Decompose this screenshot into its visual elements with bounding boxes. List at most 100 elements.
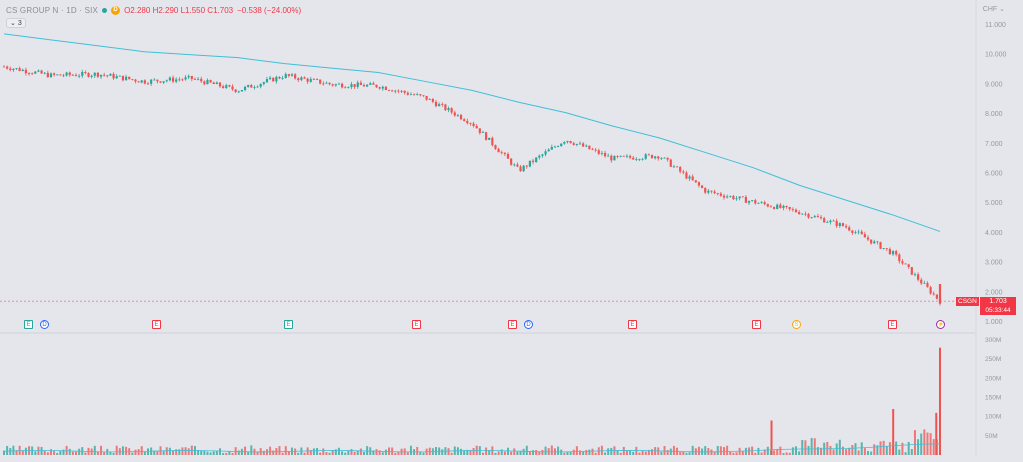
candle-body xyxy=(694,180,697,183)
event-split-icon[interactable]: S xyxy=(792,320,801,329)
candle-body xyxy=(369,83,372,85)
candle-body xyxy=(782,205,785,208)
event-earnings-icon[interactable]: E xyxy=(24,320,33,329)
volume-bar xyxy=(691,445,694,455)
candle-body xyxy=(772,207,776,209)
candle-body xyxy=(766,204,769,207)
candle-body xyxy=(707,190,710,193)
high-value: H2.290 xyxy=(152,6,179,15)
candle-body xyxy=(124,76,128,81)
candle-body xyxy=(359,82,362,85)
candle-body xyxy=(74,75,78,77)
candle-body xyxy=(873,241,876,244)
volume-bar xyxy=(651,449,653,455)
candle-body xyxy=(112,73,115,79)
volume-bar xyxy=(726,445,729,455)
event-earnings-icon[interactable]: E xyxy=(152,320,161,329)
price-tick-label: 3.000 xyxy=(985,260,1003,267)
volume-bar xyxy=(212,451,215,455)
volume-bar xyxy=(9,448,12,455)
event-earnings-icon[interactable]: E xyxy=(888,320,897,329)
candle-body xyxy=(453,112,456,116)
candle-body xyxy=(150,79,153,84)
candle-body xyxy=(904,263,907,265)
volume-bar xyxy=(269,446,272,455)
candle-body xyxy=(209,79,212,83)
candle-body xyxy=(669,159,672,167)
candle-body xyxy=(431,99,434,102)
volume-bar xyxy=(172,450,175,455)
candle-body xyxy=(350,84,353,88)
candle-body xyxy=(222,86,225,88)
candle-body xyxy=(910,267,913,275)
candle-body xyxy=(607,155,610,157)
candle-body xyxy=(622,155,625,157)
event-news-icon[interactable]: ⚡ xyxy=(936,320,945,329)
candle-body xyxy=(193,78,197,80)
volume-bar xyxy=(322,448,325,455)
volume-bar xyxy=(68,448,71,455)
candle-body xyxy=(315,79,319,80)
candle-body xyxy=(62,75,65,77)
candle-body xyxy=(52,73,56,75)
candle-body xyxy=(585,145,588,147)
volume-bar xyxy=(225,452,228,455)
candle-body xyxy=(278,76,281,79)
candle-body xyxy=(779,204,782,208)
symbol-title[interactable]: CS GROUP N · 1D · SIX xyxy=(6,6,99,15)
event-earnings-icon[interactable]: E xyxy=(412,320,421,329)
candle-body xyxy=(71,74,74,76)
candle-body xyxy=(156,79,159,82)
price-tick-label: 1.000 xyxy=(985,319,1003,326)
candle-body xyxy=(184,77,187,80)
candle-body xyxy=(494,145,497,149)
event-dividend-icon[interactable]: D xyxy=(524,320,533,329)
candle-body xyxy=(757,203,760,204)
event-dividend-icon[interactable]: D xyxy=(40,320,49,329)
candle-body xyxy=(140,80,143,83)
volume-bar xyxy=(350,449,353,455)
volume-bar xyxy=(447,448,450,455)
volume-bar xyxy=(219,448,221,455)
candle-body xyxy=(281,78,284,79)
indicators-toggle-button[interactable]: ⌄ 3 xyxy=(6,18,26,28)
volume-tick-label: 100M xyxy=(985,414,1001,421)
candle-body xyxy=(541,154,544,156)
candle-body xyxy=(851,230,854,233)
volume-bar xyxy=(669,448,672,455)
volume-bar xyxy=(857,450,860,455)
candle-body xyxy=(231,86,234,90)
event-earnings-icon[interactable]: E xyxy=(752,320,761,329)
candle-body xyxy=(225,85,228,88)
candle-body xyxy=(268,77,272,80)
candle-body xyxy=(528,160,532,167)
candle-body xyxy=(447,108,450,111)
price-tick-label: 10.000 xyxy=(985,52,1007,59)
event-earnings-icon[interactable]: E xyxy=(628,320,637,329)
volume-bar xyxy=(303,452,306,455)
candle-body xyxy=(804,213,807,215)
volume-bar xyxy=(917,439,920,455)
event-earnings-icon[interactable]: E xyxy=(284,320,293,329)
candle-body xyxy=(632,157,635,160)
candle-body xyxy=(641,158,644,160)
event-earnings-icon[interactable]: E xyxy=(508,320,517,329)
candle-body xyxy=(56,74,59,76)
candle-body xyxy=(84,71,87,74)
candle-body xyxy=(876,241,879,243)
candle-body xyxy=(575,143,578,145)
candle-body xyxy=(907,264,910,268)
candle-body xyxy=(829,220,832,223)
candle-body xyxy=(31,73,34,75)
volume-bar xyxy=(854,443,857,455)
volume-tick-label: 200M xyxy=(985,375,1001,382)
candle-body xyxy=(788,207,791,209)
candle-body xyxy=(578,143,582,145)
currency-label[interactable]: CHF ⌄ xyxy=(982,6,1005,13)
candle-body xyxy=(265,79,269,83)
candle-body xyxy=(679,167,682,172)
volume-bar xyxy=(785,452,788,455)
candle-body xyxy=(403,90,406,93)
